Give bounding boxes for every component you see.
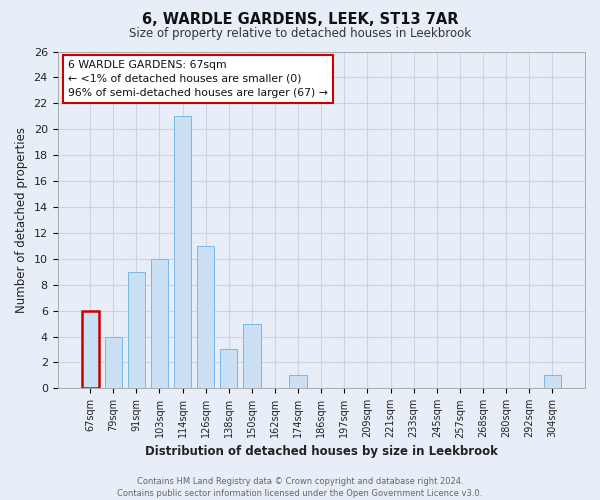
Text: 6 WARDLE GARDENS: 67sqm
← <1% of detached houses are smaller (0)
96% of semi-det: 6 WARDLE GARDENS: 67sqm ← <1% of detache… — [68, 60, 328, 98]
Bar — [544, 376, 561, 388]
Bar — [289, 376, 307, 388]
Bar — [197, 246, 214, 388]
Bar — [82, 310, 99, 388]
Text: 6, WARDLE GARDENS, LEEK, ST13 7AR: 6, WARDLE GARDENS, LEEK, ST13 7AR — [142, 12, 458, 28]
Bar — [151, 259, 168, 388]
Text: Size of property relative to detached houses in Leekbrook: Size of property relative to detached ho… — [129, 28, 471, 40]
Y-axis label: Number of detached properties: Number of detached properties — [15, 127, 28, 313]
Bar — [174, 116, 191, 388]
Bar — [104, 336, 122, 388]
Bar — [220, 350, 238, 389]
Text: Contains HM Land Registry data © Crown copyright and database right 2024.
Contai: Contains HM Land Registry data © Crown c… — [118, 476, 482, 498]
Bar — [243, 324, 260, 388]
X-axis label: Distribution of detached houses by size in Leekbrook: Distribution of detached houses by size … — [145, 444, 498, 458]
Bar — [128, 272, 145, 388]
